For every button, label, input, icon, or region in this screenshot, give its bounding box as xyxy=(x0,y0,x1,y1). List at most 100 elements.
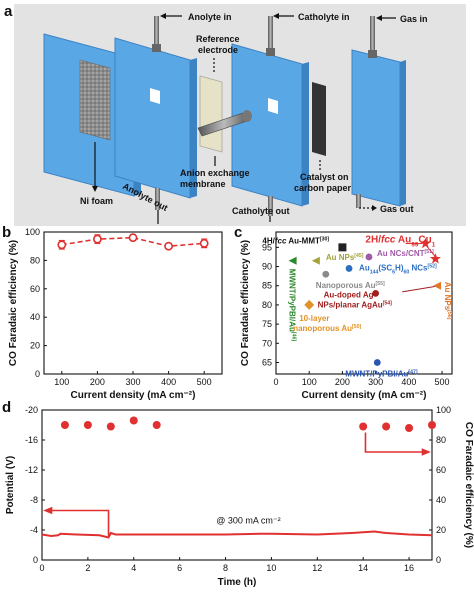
label-gas-out: Gas out xyxy=(380,204,414,214)
y-tick-label: 75 xyxy=(262,319,272,329)
y-tick-label: 65 xyxy=(262,357,272,367)
point-label-part: Au NPs xyxy=(443,282,452,311)
point-label-part: [45] xyxy=(354,253,363,259)
anolyte-plate xyxy=(114,16,197,210)
data-point xyxy=(322,270,330,278)
y-tick-label: 0 xyxy=(33,555,38,565)
point-label-part: [51] xyxy=(425,249,434,255)
x-tick-label: 400 xyxy=(161,377,176,387)
y-tick-label: -16 xyxy=(25,435,38,445)
y-tick-label: 70 xyxy=(262,338,272,348)
y-tick-label: -20 xyxy=(25,405,38,415)
y-tick-label: -4 xyxy=(30,525,38,535)
panel-letter-b: b xyxy=(2,224,11,241)
point-label: Au NPs[56] xyxy=(443,282,452,320)
data-point xyxy=(345,265,353,272)
y-tick-label: 40 xyxy=(30,312,40,322)
data-point xyxy=(419,237,431,249)
fe-point xyxy=(382,422,391,431)
fe-point xyxy=(106,422,115,431)
fe-point xyxy=(129,416,138,425)
x-tick-label: 12 xyxy=(312,563,322,573)
arrow-head xyxy=(43,506,53,515)
data-point xyxy=(93,234,102,244)
chart-c: 65 70 75 80 85 90 95 0 100 200 300 400 500 Current de… xyxy=(240,231,453,401)
point-label: MWNT/PyPBI/Au[46] xyxy=(288,269,297,342)
x-axis-label: Time (h) xyxy=(218,577,257,588)
x-tick-label: 16 xyxy=(404,563,414,573)
ni-foam xyxy=(79,59,111,141)
point-label-part: [47] xyxy=(408,369,417,375)
label-electrode: electrode xyxy=(198,45,238,55)
x-tick-label: 6 xyxy=(177,563,182,573)
label-anion-exchange: Anion exchange xyxy=(180,168,250,178)
point-label-part: Au NPs xyxy=(326,253,355,262)
fe-point xyxy=(405,424,414,432)
fe-point xyxy=(60,421,69,429)
point-label-part: [52] xyxy=(428,263,437,269)
data-point xyxy=(372,290,380,297)
gas-plate xyxy=(351,16,406,208)
label-gas-in: Gas in xyxy=(400,14,428,24)
arrow-head xyxy=(421,448,431,456)
chart-c-frame xyxy=(275,231,453,375)
pointer-arrow xyxy=(426,246,436,257)
point-label: Au144(SC6H)60 NCs[52] xyxy=(359,263,437,275)
data-point xyxy=(128,233,138,243)
x-tick-label: 8 xyxy=(223,563,228,573)
y2-tick-label: 60 xyxy=(436,465,446,475)
label-anolyte-in: Anolyte in xyxy=(188,12,232,22)
point-label-part: Au xyxy=(359,263,370,272)
x-tick-label: 500 xyxy=(197,377,212,387)
y-tick-label: 100 xyxy=(25,227,40,237)
point-label-part: [55] xyxy=(376,281,385,287)
annotation-current: @ 300 mA cm⁻² xyxy=(216,515,280,525)
point-label-part: 4H/ xyxy=(262,236,275,245)
x-tick-label: 100 xyxy=(54,377,69,387)
panel-a-arrowheads xyxy=(92,13,382,211)
x-axis-label: Current density (mA cm⁻²) xyxy=(302,390,427,401)
x-axis-label: Current density (mA cm⁻²) xyxy=(71,390,196,401)
point-label: 2H/fcc Au99Cu1 xyxy=(365,235,435,249)
y2-axis-label: CO Faradaic efficiency (%) xyxy=(463,422,474,548)
data-point xyxy=(57,240,67,250)
label-catholyte-out: Catholyte out xyxy=(232,206,290,216)
data-point xyxy=(429,253,441,264)
y-tick-label: -8 xyxy=(30,495,38,505)
y-tick-label: 0 xyxy=(35,369,40,379)
point-label-part: [46] xyxy=(291,332,297,341)
y-tick-label: 85 xyxy=(262,281,272,291)
y-tick-label: 60 xyxy=(30,284,40,294)
point-label-part: 99 xyxy=(411,241,419,248)
y-tick-label: 80 xyxy=(262,300,272,310)
label-reference: Reference xyxy=(196,34,240,44)
point-label-part: 1 xyxy=(432,241,436,248)
fe-point xyxy=(359,422,368,431)
y2-tick-label: 100 xyxy=(436,405,451,415)
point-label-part: H) xyxy=(395,263,404,272)
point-label-part: fcc xyxy=(275,236,287,245)
point-label-ref: [50] xyxy=(352,324,361,330)
x-tick-label: 200 xyxy=(335,377,350,387)
catholyte-plate xyxy=(231,16,309,216)
catalyst-carbon-paper xyxy=(312,82,326,156)
x-tick-label: 2 xyxy=(85,563,90,573)
y-axis-label: CO Faradaic efficiency (%) xyxy=(8,240,19,366)
point-label-ref: [54] xyxy=(383,300,392,306)
point-label: Au NPs[45] xyxy=(326,253,364,262)
y-tick-label: 80 xyxy=(30,255,40,265)
y2-tick-label: 0 xyxy=(436,555,441,565)
x-tick-label: 10 xyxy=(266,563,276,573)
arrow-to-potential-axis xyxy=(48,509,110,536)
point-label-part: Au xyxy=(395,235,411,246)
label-catalyst-on: Catalyst on xyxy=(300,172,349,182)
point-label-part: Au-MMT xyxy=(286,236,320,245)
x-tick-label: 200 xyxy=(90,377,105,387)
x-tick-label: 0 xyxy=(39,563,44,573)
chart-d: 0 -4 -8 -12 -16 -20 0 20 40 60 80 100 0 2 4 6 8 10 12 14 16 T… xyxy=(5,405,474,588)
anion-exchange-membrane xyxy=(199,75,223,153)
x-tick-label: 300 xyxy=(368,377,383,387)
data-point xyxy=(164,241,173,251)
